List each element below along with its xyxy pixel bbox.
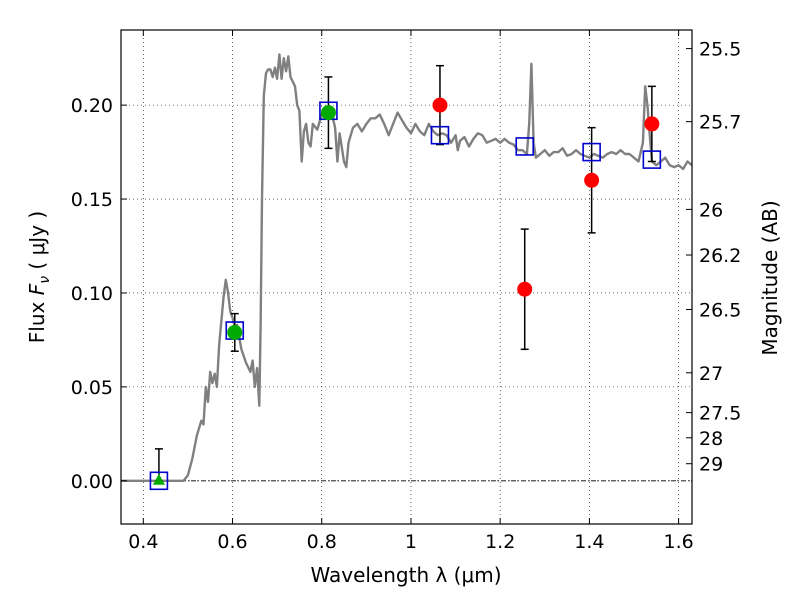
model-photometry-square [582, 142, 601, 162]
x-tick-label: 0.4 [128, 531, 158, 553]
magnitude-tick-label: 25.5 [699, 39, 741, 61]
x-tick-label: 0.8 [307, 531, 337, 553]
magnitude-tick-label: 25.7 [699, 112, 741, 134]
x-tick-label: 1 [405, 531, 417, 553]
magnitude-tick-label: 29 [699, 454, 723, 476]
plot-frame [120, 29, 693, 525]
observed-flux-point [227, 324, 243, 340]
model-photometry-square [515, 137, 535, 156]
x-tick-label: 1.6 [664, 531, 694, 553]
model-photometry-square [149, 471, 169, 491]
model-photometry-square [642, 150, 662, 169]
y-tick-label: 0.00 [71, 471, 113, 493]
magnitude-tick-label: 26.2 [699, 245, 741, 267]
magnitude-tick-label: 28 [699, 428, 723, 450]
sed-model-line [121, 53, 692, 482]
y-axis-title-subscript: ν [37, 276, 53, 284]
y-axis-title-symbol: F [25, 283, 49, 295]
magnitude-tick-label: 26.5 [699, 299, 741, 321]
observed-flux-point [320, 105, 336, 121]
y-axis-title-prefix: Flux [25, 295, 49, 343]
magnitude-axis-ticks: 25.5 25.7 26 26.2 26.5 27 27.5 28 29 [686, 39, 741, 476]
y-axis-title: Flux Fν ( μJy ) [25, 211, 53, 343]
y-axis-title-suffix: ( μJy ) [25, 211, 49, 276]
y-tick-label: 0.05 [71, 377, 113, 399]
x-tick-label: 0.6 [217, 531, 247, 553]
magnitude-tick-label: 27.5 [699, 403, 741, 425]
y-tick-label: 0.20 [71, 95, 113, 117]
model-photometry-square [430, 125, 450, 145]
plot-area [121, 53, 692, 491]
magnitude-tick-label: 26 [699, 199, 723, 221]
x-axis-title: Wavelength λ (μm) [310, 563, 501, 587]
observed-flux-point [517, 281, 533, 297]
y-axis-ticks: 0.00 0.05 0.10 0.15 0.20 [71, 95, 127, 493]
x-tick-label: 1.2 [485, 531, 515, 553]
x-axis-ticks: 0.4 0.6 0.8 1 1.2 1.4 1.6 [128, 30, 694, 553]
observed-flux-point [644, 116, 660, 132]
y-tick-label: 0.10 [71, 283, 113, 305]
observed-upper-limit-triangle [152, 473, 165, 485]
magnitude-tick-label: 27 [699, 363, 723, 385]
x-tick-label: 1.4 [574, 531, 604, 553]
magnitude-axis-title: Magnitude (AB) [758, 200, 782, 355]
y-tick-label: 0.15 [71, 189, 113, 211]
observed-flux-point [584, 172, 600, 188]
observed-flux-point [432, 97, 448, 113]
